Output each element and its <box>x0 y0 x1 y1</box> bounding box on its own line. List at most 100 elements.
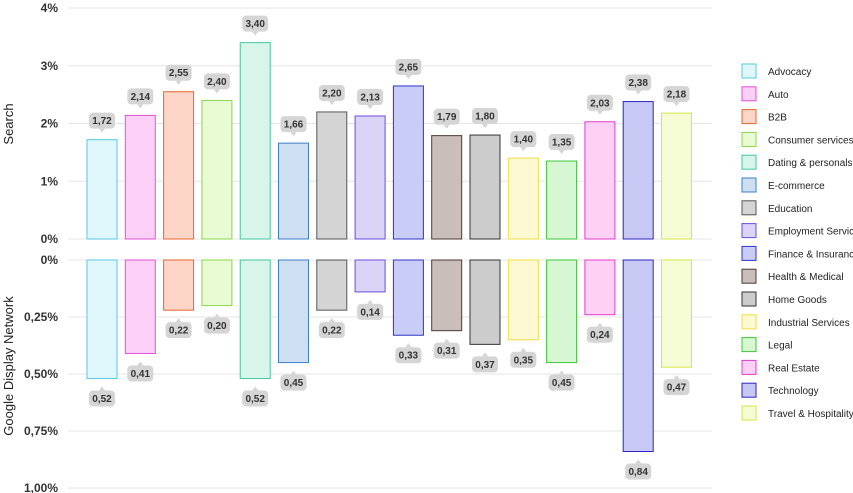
legend-swatch <box>741 359 757 375</box>
legend-item: Employment Services <box>741 223 853 239</box>
search-data-label: 2,20 <box>318 84 345 105</box>
data-label-text: 2,18 <box>667 90 687 101</box>
gdn-tick-label: 0% <box>41 253 59 267</box>
data-label-text: 0,47 <box>667 383 687 394</box>
legend-swatch <box>741 154 757 170</box>
data-label-pointer <box>405 74 412 79</box>
data-label-pointer <box>635 459 642 464</box>
legend-item: Industrial Services <box>741 314 850 330</box>
legend-swatch <box>741 314 757 330</box>
data-label-text: 3,40 <box>245 19 265 30</box>
legend-swatch <box>741 291 757 307</box>
search-bar <box>86 139 118 240</box>
search-data-label: 2,40 <box>203 73 230 94</box>
gdn-data-label: 0,22 <box>165 318 192 339</box>
data-label-bubble <box>89 390 115 407</box>
gdn-data-label: 0,37 <box>472 352 498 373</box>
legend-swatch <box>741 223 757 239</box>
search-bar <box>661 112 692 240</box>
data-label-bubble <box>395 58 422 75</box>
gdn-tick-label: 1,00% <box>24 481 58 493</box>
legend-label: B2B <box>768 113 787 124</box>
search-data-label: 1,40 <box>510 131 537 152</box>
legend-swatch <box>741 177 757 193</box>
data-label-pointer <box>635 90 642 95</box>
search-tick-label: 3% <box>41 59 59 73</box>
data-label-bubble <box>548 374 575 391</box>
data-label-pointer <box>482 124 488 129</box>
data-label-pointer <box>443 338 450 343</box>
gdn-data-label: 0,52 <box>242 386 269 407</box>
data-label-text: 0,35 <box>514 355 534 366</box>
search-bar <box>201 99 233 240</box>
legend-swatch <box>741 245 757 261</box>
search-bar <box>354 115 386 240</box>
data-label-bubble <box>433 342 460 359</box>
gdn-bars <box>86 259 692 453</box>
gdn-bar <box>86 259 118 380</box>
data-label-bubble <box>318 322 345 339</box>
legend-label: Consumer services <box>768 135 853 146</box>
gdn-data-label: 0,45 <box>280 370 307 391</box>
data-label-text: 0,41 <box>131 369 151 380</box>
data-label-text: 2,55 <box>169 68 189 79</box>
search-tick-label: 0% <box>41 232 59 246</box>
gdn-data-labels: 0,52 0,41 0,22 0,20 0,52 0,45 0,22 0,14 0,33 0,31… <box>89 299 690 480</box>
search-bar <box>316 111 348 240</box>
search-tick-label: 4% <box>41 1 59 15</box>
data-label-bubble <box>357 303 384 320</box>
data-label-pointer <box>290 132 297 137</box>
legend-swatch <box>741 200 757 216</box>
data-label-pointer <box>213 89 220 94</box>
legend-item: E-commerce <box>741 177 825 193</box>
data-label-text: 0,22 <box>322 326 342 337</box>
gdn-data-label: 0,24 <box>586 322 613 343</box>
data-label-bubble <box>510 131 537 148</box>
data-label-bubble <box>586 326 613 343</box>
gdn-data-label: 0,84 <box>625 459 652 480</box>
data-label-text: 2,13 <box>360 92 380 103</box>
data-label-text: 0,14 <box>360 307 380 318</box>
gdn-data-label: 0,31 <box>433 338 460 359</box>
data-label-pointer <box>673 102 680 107</box>
legend-label: Finance & Insurance <box>768 249 853 260</box>
legend-swatch <box>741 337 757 353</box>
gdn-bar <box>469 259 501 345</box>
data-label-bubble <box>586 94 613 111</box>
data-label-bubble <box>127 365 154 382</box>
gdn-data-label: 0,35 <box>510 347 537 368</box>
data-label-text: 1,66 <box>284 120 304 131</box>
data-label-bubble <box>357 88 384 105</box>
legend-item: Legal <box>741 337 792 353</box>
search-data-label: 2,14 <box>127 88 154 109</box>
data-label-text: 2,65 <box>399 62 419 73</box>
search-data-label: 2,55 <box>165 64 192 85</box>
data-label-text: 2,03 <box>590 98 610 109</box>
legend-swatch <box>741 268 757 284</box>
gdn-data-label: 0,14 <box>357 299 384 320</box>
legend-item: Travel & Hospitality <box>741 405 853 421</box>
data-label-bubble <box>203 73 230 90</box>
data-label-text: 2,14 <box>131 92 151 103</box>
data-label-text: 0,24 <box>590 330 610 341</box>
legend-swatch <box>741 63 757 79</box>
data-label-pointer <box>328 100 335 105</box>
gdn-tick-label: 0,50% <box>24 367 58 381</box>
data-label-pointer <box>443 124 450 129</box>
legend-label: Real Estate <box>768 363 820 374</box>
search-data-label: 3,40 <box>242 15 269 36</box>
data-label-text: 0,84 <box>628 467 648 478</box>
gdn-data-label: 0,52 <box>89 386 115 407</box>
search-bar <box>124 114 156 240</box>
data-label-bubble <box>280 374 307 391</box>
legend-label: Technology <box>768 386 819 397</box>
data-label-pointer <box>252 386 259 391</box>
legend-item: Education <box>741 200 812 216</box>
gdn-bar <box>278 259 309 364</box>
data-label-pointer <box>99 128 105 133</box>
data-label-pointer <box>213 313 220 318</box>
data-label-text: 2,38 <box>628 78 648 89</box>
search-bar <box>507 157 539 240</box>
data-label-pointer <box>99 386 105 391</box>
data-label-pointer <box>252 31 259 36</box>
